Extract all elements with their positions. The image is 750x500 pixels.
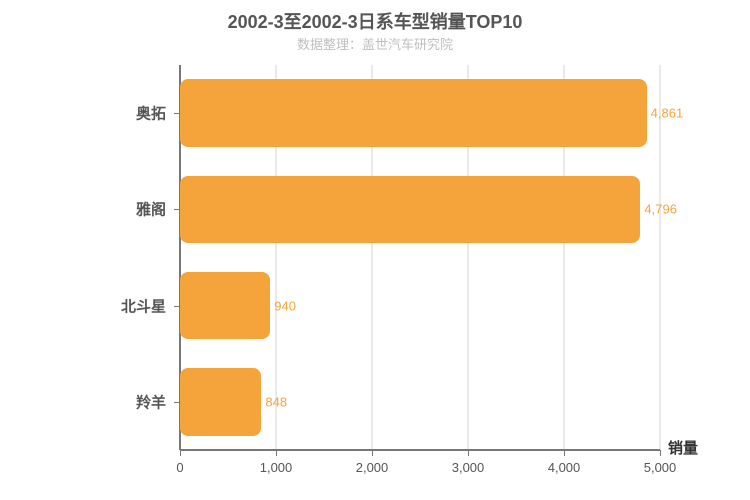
x-tick-label: 3,000 [452, 460, 485, 475]
x-tick-label: 0 [176, 460, 183, 475]
y-tick-label: 羚羊 [136, 391, 166, 412]
y-tick-label: 奥拓 [136, 103, 166, 124]
x-tick-label: 5,000 [644, 460, 677, 475]
chart-title: 2002-3至2002-3日系车型销量TOP10 [0, 8, 750, 34]
x-tick-label: 4,000 [548, 460, 581, 475]
x-axis-title: 销量 [668, 437, 698, 458]
x-gridline [659, 65, 661, 450]
bar: 4,796 [180, 176, 640, 243]
y-tick-label: 北斗星 [121, 295, 166, 316]
x-tick-label: 1,000 [260, 460, 293, 475]
bar: 4,861 [180, 79, 647, 146]
bar-value-label: 4,796 [644, 202, 677, 217]
bar-value-label: 4,861 [651, 106, 684, 121]
x-tick-mark [660, 450, 661, 456]
x-axis-line [180, 449, 660, 451]
chart-subtitle: 数据整理：盖世汽车研究院 [0, 34, 750, 53]
bar-value-label: 940 [274, 298, 296, 313]
plot-area: 销量 01,0002,0003,0004,0005,000奥拓4,861雅阁4,… [180, 65, 660, 450]
x-tick-label: 2,000 [356, 460, 389, 475]
chart-root: 2002-3至2002-3日系车型销量TOP10 数据整理：盖世汽车研究院 销量… [0, 0, 750, 500]
bar: 848 [180, 368, 261, 435]
y-tick-label: 雅阁 [136, 199, 166, 220]
bar-value-label: 848 [265, 394, 287, 409]
bar: 940 [180, 272, 270, 339]
